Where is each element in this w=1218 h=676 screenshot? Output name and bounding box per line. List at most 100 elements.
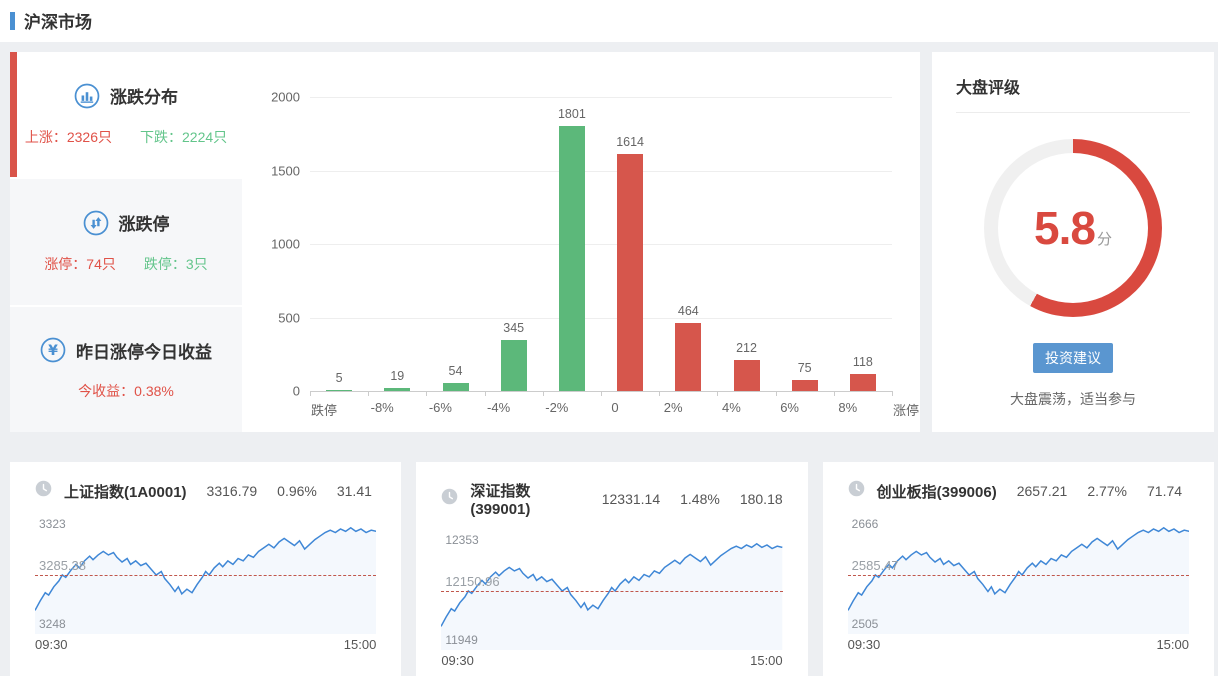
index-card: 上证指数(1A0001) 3316.79 0.96% 31.41 3323 3285.38… bbox=[10, 462, 402, 676]
dist-bar-green bbox=[384, 388, 411, 391]
index-price: 3316.79 bbox=[206, 483, 258, 499]
index-change-percent: 0.96% bbox=[277, 483, 317, 499]
x-axis-tick bbox=[484, 391, 486, 396]
sidebar-item-title: 涨跌停 bbox=[118, 215, 170, 235]
rating-score: 5.8 bbox=[1034, 202, 1096, 254]
prev-close-label: 12150.96 bbox=[445, 574, 500, 589]
bar-value-label: 54 bbox=[448, 364, 463, 379]
page-header: 沪深市场 bbox=[0, 0, 1218, 42]
x-axis-tick-label: -6% bbox=[428, 400, 452, 415]
x-axis-tick bbox=[717, 391, 719, 396]
x-axis-tick-label: -2% bbox=[545, 400, 569, 415]
index-change-amount: 31.41 bbox=[336, 483, 372, 499]
top-row: 涨跌分布 上涨：2326只 下跌：2224只 bbox=[10, 52, 1214, 432]
y-min-label: 2505 bbox=[851, 617, 879, 631]
bar-chart-icon bbox=[74, 83, 100, 109]
index-card: 深证指数(399001) 12331.14 1.48% 180.18 12353 1215… bbox=[416, 462, 808, 676]
bar-value-label: 345 bbox=[503, 321, 525, 336]
intraday-line bbox=[35, 516, 377, 634]
x-axis-tick-label: -4% bbox=[487, 400, 511, 415]
sidebar-item-yesterday-limit-return[interactable]: ¥ 昨日涨停今日收益 今收益：0.38% bbox=[10, 306, 242, 432]
x-axis-tick-label: 跌停 bbox=[310, 403, 338, 418]
prev-close-label: 2585.47 bbox=[851, 558, 899, 574]
x-axis-tick bbox=[601, 391, 602, 396]
gridline bbox=[310, 170, 892, 172]
sidebar-item-limit-updown[interactable]: 涨跌停 涨停：74只 跌停：3只 bbox=[10, 179, 242, 305]
svg-text:¥: ¥ bbox=[48, 343, 58, 359]
bar-value-label: 5 bbox=[335, 371, 343, 386]
y-max-label: 3323 bbox=[39, 517, 66, 531]
x-axis-tick-label: -8% bbox=[370, 400, 394, 415]
rating-score-unit: 分 bbox=[1096, 231, 1112, 248]
index-title[interactable]: 上证指数(1A0001) bbox=[64, 483, 187, 501]
y-axis-tick-label: 500 bbox=[278, 310, 300, 325]
sidebar-item-title: 涨跌分布 bbox=[110, 88, 178, 108]
gridline bbox=[310, 317, 892, 319]
x-axis-tick-label: 8% bbox=[838, 400, 858, 415]
index-title[interactable]: 创业板指(399006) bbox=[876, 483, 997, 501]
clock-icon bbox=[35, 480, 52, 502]
prev-close-line bbox=[35, 575, 377, 577]
up-down-arrows-icon bbox=[83, 210, 109, 236]
rating-gauge: 5.8 分 bbox=[984, 139, 1162, 317]
x-axis-tick bbox=[310, 391, 311, 396]
up-count: 上涨：2326只 bbox=[24, 128, 112, 145]
dist-bar-red bbox=[675, 322, 702, 391]
y-axis-tick-label: 2000 bbox=[271, 89, 300, 105]
x-axis-tick bbox=[542, 391, 544, 396]
index-change-amount: 180.18 bbox=[739, 491, 783, 507]
index-card-header: 创业板指(399006) 2657.21 2.77% 71.74 bbox=[848, 480, 1189, 502]
index-change-percent: 1.48% bbox=[680, 491, 720, 507]
bar-value-label: 1801 bbox=[557, 107, 586, 122]
gridline bbox=[310, 244, 892, 245]
x-axis-tick-label: 2% bbox=[663, 400, 683, 415]
dist-bar-green bbox=[558, 126, 585, 391]
bar-value-label: 118 bbox=[852, 354, 873, 369]
bar-value-label: 19 bbox=[390, 369, 405, 384]
y-axis-tick-label: 0 bbox=[292, 383, 300, 399]
y-axis-tick-label: 1500 bbox=[271, 163, 300, 178]
clock-icon bbox=[441, 488, 458, 510]
market-panel: 涨跌分布 上涨：2326只 下跌：2224只 bbox=[10, 52, 920, 432]
intraday-line bbox=[441, 532, 783, 650]
dist-bar-red bbox=[733, 359, 760, 391]
sidebar: 涨跌分布 上涨：2326只 下跌：2224只 bbox=[10, 52, 242, 432]
title-accent-bar bbox=[10, 11, 15, 30]
prev-close-line bbox=[441, 591, 783, 592]
content: 涨跌分布 上涨：2326只 下跌：2224只 bbox=[0, 42, 1218, 676]
limit-up-count: 涨停：74只 bbox=[44, 255, 116, 272]
x-start-label: 09:30 bbox=[847, 637, 881, 652]
page-title: 沪深市场 bbox=[24, 13, 92, 32]
intraday-chart: 3323 3285.38 3248 bbox=[35, 516, 377, 634]
x-axis-tick-label: 6% bbox=[780, 400, 799, 415]
index-card: 创业板指(399006) 2657.21 2.77% 71.74 2666 2585.47… bbox=[822, 462, 1214, 676]
intraday-line bbox=[847, 516, 1189, 634]
advice-text: 大盘震荡，适当参与 bbox=[1010, 391, 1136, 407]
intraday-chart: 12353 12150.96 11949 bbox=[441, 532, 783, 650]
index-title[interactable]: 深证指数(399001) bbox=[470, 483, 531, 518]
x-start-label: 09:30 bbox=[441, 653, 474, 668]
index-price: 12331.14 bbox=[601, 491, 661, 507]
investment-advice-button[interactable]: 投资建议 bbox=[1033, 343, 1113, 373]
bar-value-label: 75 bbox=[797, 360, 812, 375]
index-cards-row: 上证指数(1A0001) 3316.79 0.96% 31.41 3323 3285.38… bbox=[10, 462, 1214, 676]
x-end-label: 15:00 bbox=[1156, 637, 1189, 652]
x-start-label: 09:30 bbox=[35, 637, 68, 652]
y-min-label: 11949 bbox=[445, 633, 478, 647]
dist-bar-red bbox=[791, 379, 818, 391]
yen-icon: ¥ bbox=[40, 337, 66, 363]
x-axis-tick-label: 0 bbox=[611, 400, 619, 415]
gridline bbox=[310, 97, 892, 98]
dist-bar-red bbox=[617, 153, 644, 391]
index-card-header: 上证指数(1A0001) 3316.79 0.96% 31.41 bbox=[35, 480, 376, 502]
y-max-label: 2666 bbox=[851, 517, 879, 531]
dist-bar-red bbox=[849, 373, 876, 391]
x-axis-tick bbox=[426, 391, 428, 396]
x-axis-tick bbox=[833, 391, 835, 396]
sidebar-item-title: 昨日涨停今日收益 bbox=[76, 342, 212, 362]
distribution-plot: 0 500 1000 1500 2000 5 19 54 345 1801 1614 464 212 75… bbox=[271, 90, 919, 419]
sidebar-item-updown-distribution[interactable]: 涨跌分布 上涨：2326只 下跌：2224只 bbox=[10, 52, 242, 178]
down-count: 下跌：2224只 bbox=[140, 128, 228, 145]
x-axis-tick bbox=[775, 391, 777, 396]
